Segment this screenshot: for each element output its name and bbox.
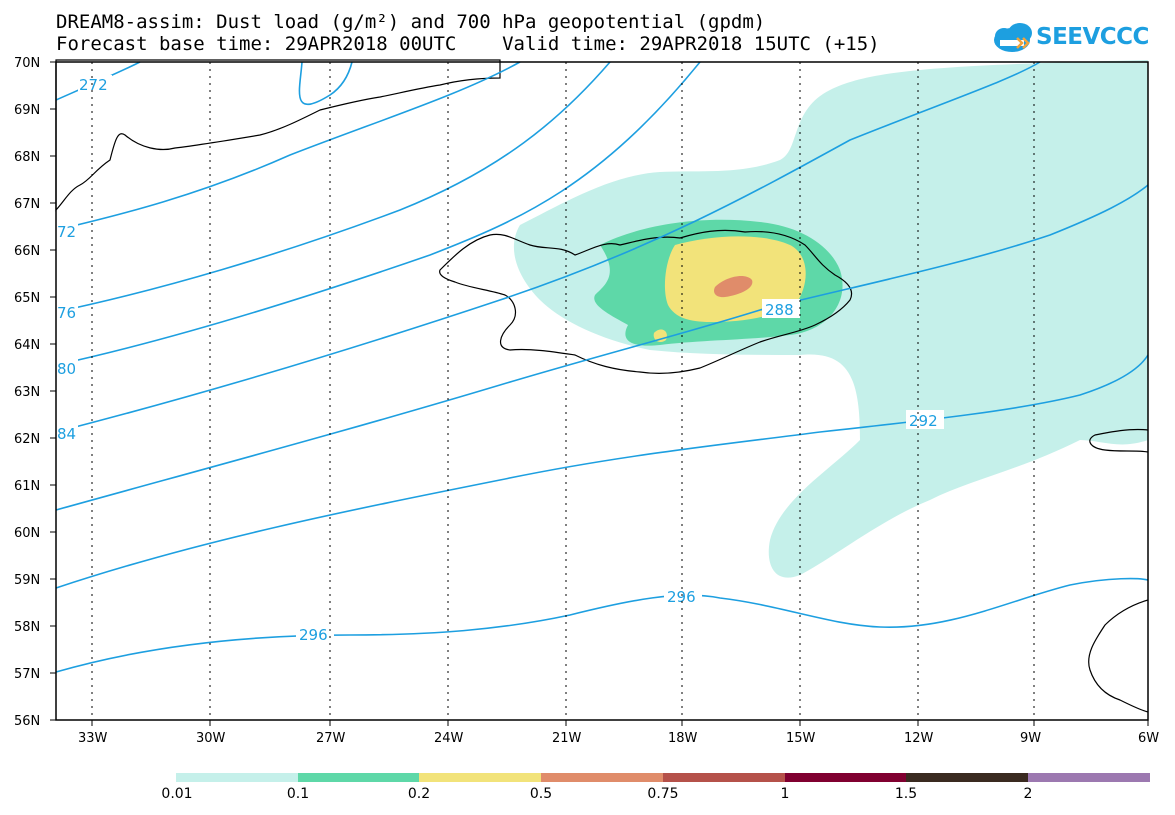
contour-label: 288 — [765, 301, 794, 319]
lat-label: 67N — [14, 197, 40, 212]
lon-label: 27W — [316, 731, 346, 746]
cloud-icon — [994, 23, 1032, 52]
logo-text: SEEVCCC — [1036, 24, 1149, 50]
contour-line-5 — [55, 61, 701, 366]
lat-label: 69N — [14, 103, 40, 118]
colorbar — [176, 773, 1150, 782]
greenland-coast — [55, 59, 501, 212]
contour-label: 296 — [299, 626, 328, 644]
dust-level-0.5 — [714, 276, 753, 298]
contour-labels: 272 72 76 80 84 288 292 296 296 — [56, 75, 944, 644]
contour-label: 272 — [79, 76, 108, 94]
contour-296 — [55, 577, 1149, 673]
lat-label: 59N — [14, 573, 40, 588]
colorbar-label: 0.75 — [647, 786, 679, 802]
lon-label: 15W — [786, 731, 816, 746]
latitude-labels: 70N 69N 68N 67N 66N 65N 64N 63N 62N 61N … — [14, 56, 40, 729]
lon-label: 33W — [78, 731, 108, 746]
colorbar-swatch — [419, 773, 541, 782]
colorbar-swatch — [906, 773, 1028, 782]
lon-label: 6W — [1138, 731, 1159, 746]
dust-level-0.01 — [513, 60, 1148, 578]
longitude-labels: 33W 30W 27W 24W 21W 18W 15W 12W 9W 6W — [78, 731, 1159, 746]
colorbar-label: 0.2 — [407, 786, 431, 802]
contour-label: 84 — [57, 425, 76, 443]
graticule — [91, 62, 1035, 720]
axis-ticks — [50, 61, 1149, 726]
map-title-line1: DREAM8-assim: Dust load (g/m²) and 700 h… — [56, 11, 766, 33]
map-title-line2: Forecast base time: 29APR2018 00UTC Vali… — [56, 33, 880, 55]
colorbar-label: 1.5 — [894, 786, 918, 802]
colorbar-swatch — [1028, 773, 1150, 782]
colorbar-label: 2 — [1023, 786, 1033, 802]
lat-label: 60N — [14, 526, 40, 541]
contour-line-4 — [55, 61, 611, 313]
colorbar-swatch — [541, 773, 663, 782]
lat-label: 66N — [14, 244, 40, 259]
lon-label: 12W — [904, 731, 934, 746]
contour-label: 80 — [57, 360, 76, 378]
dust-load-field — [513, 60, 1148, 578]
lon-label: 24W — [434, 731, 464, 746]
contour-288 — [55, 184, 1149, 511]
colorbar-swatch — [176, 773, 298, 782]
coastlines — [55, 59, 1149, 713]
lat-label: 64N — [14, 338, 40, 353]
colorbar-swatch — [298, 773, 419, 782]
lat-label: 62N — [14, 432, 40, 447]
lat-label: 65N — [14, 291, 40, 306]
contour-label: 296 — [667, 588, 696, 606]
scotland-coast — [1088, 599, 1149, 713]
lat-label: 63N — [14, 385, 40, 400]
contour-label: 292 — [909, 412, 938, 430]
iceland-coast — [439, 229, 853, 374]
lat-label: 68N — [14, 150, 40, 165]
lat-label: 61N — [14, 479, 40, 494]
contour-label: 72 — [57, 223, 76, 241]
contour-label: 76 — [57, 304, 76, 322]
lon-label: 9W — [1020, 731, 1041, 746]
lon-label: 18W — [668, 731, 698, 746]
lat-label: 56N — [14, 714, 40, 729]
lon-label: 21W — [552, 731, 582, 746]
lat-label: 70N — [14, 56, 40, 71]
lat-label: 57N — [14, 667, 40, 682]
contour-272b — [298, 61, 353, 106]
colorbar-label: 1 — [780, 786, 790, 802]
colorbar-swatch — [785, 773, 906, 782]
seevccc-logo — [994, 23, 1032, 52]
norway-coast — [1089, 428, 1149, 453]
lon-label: 30W — [196, 731, 226, 746]
colorbar-label: 0.01 — [161, 786, 193, 802]
contour-line-6 — [55, 61, 1041, 433]
colorbar-swatch — [663, 773, 785, 782]
contour-line-3 — [55, 61, 521, 231]
colorbar-label: 0.1 — [286, 786, 310, 802]
colorbar-label: 0.5 — [529, 786, 553, 802]
lat-label: 58N — [14, 620, 40, 635]
contour-292 — [55, 354, 1149, 589]
